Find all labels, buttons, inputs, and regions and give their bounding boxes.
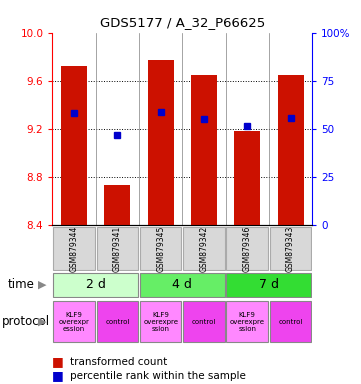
Bar — [148, 60, 174, 225]
Text: transformed count: transformed count — [70, 357, 168, 367]
Bar — [183, 227, 225, 270]
Text: 7 d: 7 d — [259, 278, 279, 291]
Bar — [226, 227, 268, 270]
Text: GSM879343: GSM879343 — [286, 225, 295, 272]
Text: GSM879345: GSM879345 — [156, 225, 165, 272]
Bar — [270, 301, 312, 342]
Text: ■: ■ — [52, 369, 64, 382]
Text: KLF9
overexpre
ssion: KLF9 overexpre ssion — [143, 311, 178, 332]
Bar — [53, 227, 95, 270]
Bar — [270, 227, 312, 270]
Text: GSM879341: GSM879341 — [113, 225, 122, 272]
Title: GDS5177 / A_32_P66625: GDS5177 / A_32_P66625 — [100, 16, 265, 29]
Bar — [53, 301, 95, 342]
Text: GSM879342: GSM879342 — [200, 225, 208, 272]
Text: protocol: protocol — [2, 315, 50, 328]
Text: KLF9
overexpr
ession: KLF9 overexpr ession — [58, 311, 90, 332]
Text: ■: ■ — [52, 355, 64, 368]
Text: GSM879346: GSM879346 — [243, 225, 252, 272]
Bar — [226, 273, 312, 296]
Text: 2 d: 2 d — [86, 278, 106, 291]
Text: KLF9
overexpre
ssion: KLF9 overexpre ssion — [230, 311, 265, 332]
Bar — [96, 301, 138, 342]
Bar — [278, 74, 304, 225]
Text: ▶: ▶ — [38, 316, 47, 327]
Bar — [234, 131, 260, 225]
Text: control: control — [105, 319, 130, 324]
Bar — [61, 66, 87, 225]
Text: control: control — [278, 319, 303, 324]
Text: 4 d: 4 d — [172, 278, 192, 291]
Text: control: control — [192, 319, 216, 324]
Text: time: time — [7, 278, 34, 291]
Bar — [96, 227, 138, 270]
Bar — [104, 185, 130, 225]
Bar — [183, 301, 225, 342]
Bar — [140, 273, 225, 296]
Text: percentile rank within the sample: percentile rank within the sample — [70, 371, 246, 381]
Bar — [226, 301, 268, 342]
Bar — [140, 301, 182, 342]
Text: GSM879344: GSM879344 — [70, 225, 78, 272]
Bar — [191, 74, 217, 225]
Bar — [53, 273, 138, 296]
Text: ▶: ▶ — [38, 280, 47, 290]
Bar — [140, 227, 182, 270]
